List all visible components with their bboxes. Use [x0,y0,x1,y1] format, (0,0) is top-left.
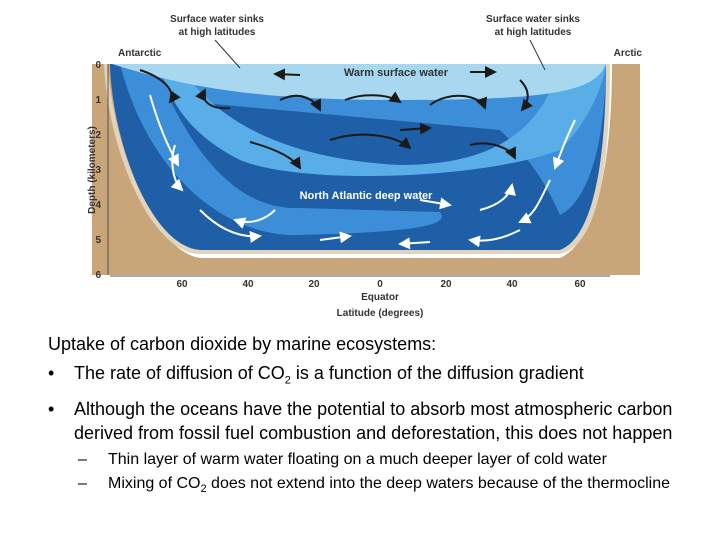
text-part: The rate of diffusion of CO [74,363,285,383]
x-tick-label: 0 [377,279,383,290]
slide-text: Uptake of carbon dioxide by marine ecosy… [48,334,688,502]
x-tick-label: 40 [242,279,254,290]
x-tick-label: 20 [308,279,320,290]
text-part: Although the oceans have the potential t… [74,398,673,443]
pointer [214,39,241,69]
text-part: 2 [200,482,207,495]
y-tick-label: 0 [95,60,101,71]
y-tick-label: 1 [95,95,101,106]
x-tick-label: 20 [440,279,452,290]
pole-label: Antarctic [118,48,162,59]
sediment [92,64,640,275]
text-part: Thin layer of warm water floating on a m… [108,450,607,468]
top-label: Surface water sinks at high latitudes [170,14,264,38]
sub-bullet: – Thin layer of warm water floating on a … [78,449,688,471]
axis-lines [107,64,610,277]
x-tick-label: 40 [506,279,518,290]
text-part: Mixing of CO [108,474,201,492]
ocean-diagram: Surface water sinks at high latitudes Surf… [87,14,643,319]
x-tick-label: 60 [574,279,586,290]
pointer [529,39,546,71]
y-tick-label: 5 [95,235,101,246]
water-label: Warm surface water [344,67,449,79]
y-tick-label: 6 [95,270,101,281]
sub-bullet-text: Thin layer of warm water floating on a m… [108,449,607,471]
text-part: does not extend into the deep waters bec… [206,474,671,492]
y-tick-label: 4 [95,200,101,211]
water-label: North Atlantic deep water [300,190,434,202]
x-center-label: Equator [361,292,399,303]
text-part: is a function of the diffusion gradient [290,363,584,383]
bullet: • Although the oceans have the potential … [48,397,688,445]
y-axis-label: Depth (kilometers) [87,126,98,214]
sub-bullet: – Mixing of CO2 does not extend into the … [78,473,688,500]
sub-bullet-text: Mixing of CO2 does not extend into the d… [108,473,670,500]
deep-arrows [149,94,576,250]
y-tick-label: 3 [95,165,101,176]
bullet: • The rate of diffusion of CO2 is a funct… [48,361,688,393]
text-part: 2 [284,374,291,387]
pole-label: Arctic [614,48,643,59]
bullet-text: The rate of diffusion of CO2 is a functi… [74,361,584,393]
top-label: Surface water sinks at high latitudes [486,14,580,38]
arrows [139,66,533,170]
bullet-text: Although the oceans have the potential t… [74,397,688,445]
heading: Uptake of carbon dioxide by marine ecosy… [48,334,437,354]
y-tick-label: 2 [95,130,101,141]
x-tick-label: 60 [176,279,188,290]
x-axis-label: Latitude (degrees) [337,308,424,319]
